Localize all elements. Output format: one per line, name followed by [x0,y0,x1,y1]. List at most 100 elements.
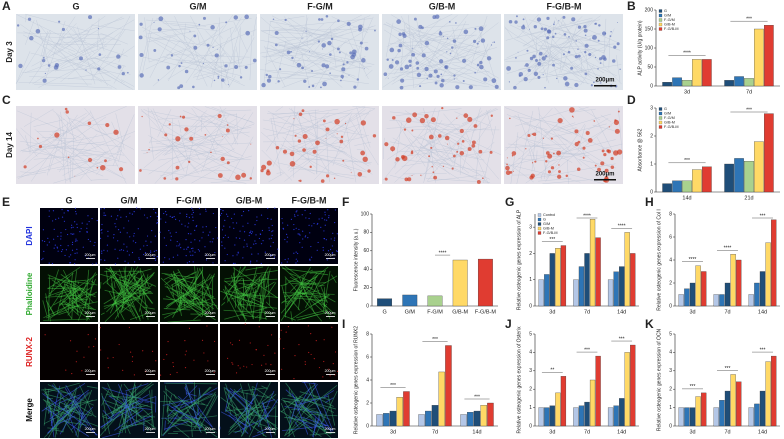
filament [128,271,154,304]
stain [476,42,479,45]
filament [313,382,334,432]
stain [153,49,157,52]
stain [446,51,448,53]
stain [245,30,251,36]
fiber [504,163,581,183]
bar [389,410,397,427]
nucleus [100,349,102,351]
stain [426,77,428,80]
legend-swatch [658,120,663,125]
stain [277,80,280,83]
stain [317,40,321,43]
legend-label: F-G/B-M [664,125,679,129]
stain [180,62,183,65]
nucleus [317,241,319,244]
nucleus [42,257,44,259]
filament [206,395,218,416]
stain [436,74,440,78]
fiber [475,122,482,180]
stain [483,77,488,82]
nucleus [87,215,89,217]
x-tick-label: 14d [758,309,767,315]
nucleus [163,212,165,215]
nucleus [67,245,69,247]
fiber [155,108,227,156]
fiber [38,24,89,87]
scale-bar [206,258,215,259]
filament [140,308,144,319]
fiber [420,33,449,43]
fiber [29,112,32,155]
nucleus [74,207,77,209]
fiber [382,117,434,181]
stain [387,77,389,79]
fiber [396,148,452,153]
nucleus [65,369,67,371]
fiber [313,23,365,42]
scale-label: 200μm [145,311,156,315]
filament [118,384,137,427]
filament [110,283,119,318]
scale-bar [146,432,155,433]
stain [363,68,365,69]
stain [113,129,119,135]
filament [290,284,298,293]
stain [589,38,591,40]
filament [224,286,229,302]
nucleus [112,237,115,239]
stain [432,171,435,174]
nucleus [101,223,103,226]
filament [284,405,320,414]
fiber [162,22,206,27]
bar [695,396,701,427]
stain [428,73,433,78]
nucleus [264,251,266,253]
nucleus [187,232,190,235]
filament [42,393,98,436]
y-tick-label: 2 [669,387,672,393]
fiber [185,14,234,84]
bar [377,298,393,307]
legend-label: G [543,218,546,222]
filament [259,275,263,319]
filament [104,403,152,430]
nucleus [271,254,273,256]
fiber [206,75,213,80]
stain [297,139,302,143]
panel-letter: E [2,195,10,209]
column-header: F-G/B-M [547,1,582,11]
nucleus [127,220,130,222]
stain [512,170,514,172]
stain [350,172,352,174]
nucleus [271,231,273,233]
nucleus [150,250,152,252]
fiber [219,130,235,151]
nucleus [131,251,134,254]
fiber [22,126,61,163]
y-tick-label: 40 [363,267,369,273]
nucleus [299,242,301,244]
stain [286,50,291,55]
stain [600,82,602,84]
stain [362,156,368,162]
stain [400,78,405,83]
stain [467,116,473,123]
fiber [516,25,523,28]
fiber [60,111,71,182]
fiber [306,111,330,132]
nucleus [172,256,174,258]
nucleus [262,240,264,242]
filament [66,301,98,309]
fiber [385,22,394,57]
stain [225,128,230,133]
fiber [292,146,345,153]
nucleus [157,219,159,221]
stain [584,72,588,76]
nucleus [324,224,326,226]
nucleus [336,370,339,372]
y-tick-label: 3 [650,105,653,111]
nucleus [138,257,140,259]
fiber [193,154,214,169]
nucleus [128,326,130,329]
stain [308,86,311,88]
